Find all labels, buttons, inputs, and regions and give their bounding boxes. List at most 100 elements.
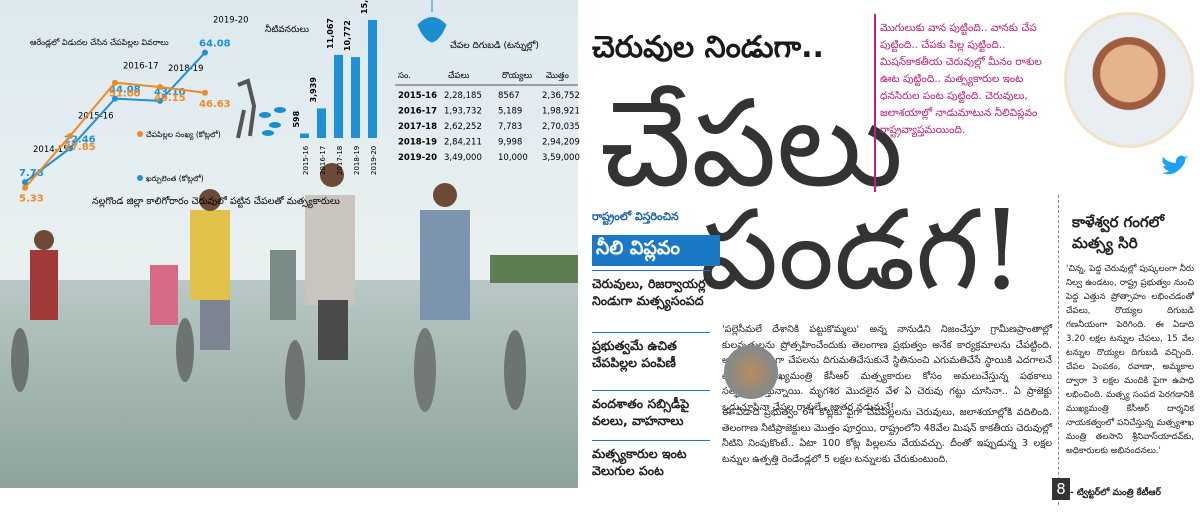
value-label: 598 — [292, 110, 301, 127]
headline-kicker: చెరువుల నిండుగా.. — [592, 30, 824, 65]
table-cell: 2,84,211 — [444, 138, 482, 148]
point — [67, 145, 73, 152]
sidebar-item: వందశాతం సబ్సిడీపై వలలు, వాహనాలు — [592, 390, 710, 429]
table-cell: 2,94,209 — [542, 138, 580, 148]
bar — [351, 57, 360, 138]
bar-chart: నీటివనరులు 598 2015-16 3,939 2016-17 11,067 20… — [265, 0, 378, 175]
table-cell: 7,783 — [498, 122, 522, 132]
value-label: 49.15 — [154, 93, 186, 104]
table-cell: 3,59,000 — [542, 153, 580, 163]
legend-label: ఖర్చులెంత (కోట్లలో) — [146, 174, 204, 184]
legend-swatch — [137, 131, 143, 137]
twitter-icon — [1162, 155, 1188, 175]
point — [112, 79, 118, 86]
tweet-title: కాళేశ్వర గంగలో మత్స్య సిరి — [1072, 213, 1165, 252]
x-label: 2019-20 — [370, 146, 378, 175]
table-header: మొత్తం — [546, 71, 570, 81]
value-label: 27.85 — [64, 142, 96, 153]
value-label: 43.10 — [154, 87, 186, 98]
table-cell: 2016-17 — [398, 107, 437, 117]
table-cell: 5,189 — [498, 107, 522, 117]
value-label: 5.33 — [19, 194, 44, 205]
table-cell: 2,62,252 — [444, 122, 482, 132]
headline-line1: చేపలు — [600, 75, 904, 214]
bar — [334, 54, 343, 139]
table-header: సం. — [398, 71, 411, 81]
sidebar-item: మత్స్యకారుల ఇంట వెలుగుల పంట — [592, 440, 710, 479]
tweet-text: 'చిన్న, పెద్ద చెరువుల్లో పుష్కలంగా నీరు … — [1066, 264, 1194, 456]
trees — [490, 255, 578, 283]
point — [22, 184, 28, 191]
x-label: 2015-16 — [302, 145, 310, 175]
value-label: 22.46 — [64, 134, 96, 145]
table-cell: 9,998 — [498, 138, 522, 148]
table-cell: 2017-18 — [398, 122, 437, 132]
point — [202, 49, 208, 56]
man-icon — [236, 78, 257, 139]
value-label: 64.08 — [199, 39, 231, 50]
body-paragraph: ఈ ఏడాది ప్రభుత్వం 64 కోట్లకు పైగా చేపపిల… — [722, 407, 1052, 465]
value-label: 3,939 — [309, 77, 318, 103]
column-rule — [1058, 195, 1060, 505]
point — [112, 95, 118, 102]
chart-title: నీటివనరులు — [265, 23, 309, 35]
x-label: 2019-20 — [213, 16, 249, 26]
value-label: 46.63 — [199, 99, 231, 110]
yield-table: చేపల దిగుబడి (టన్నుల్లో) సం. చేపలు రొయ్యలు మ… — [395, 39, 580, 163]
intro-rule — [874, 14, 1056, 192]
value-label: 10,772 — [343, 20, 352, 51]
x-label: 2018-19 — [353, 146, 361, 175]
sidebar-item: ప్రభుత్వమే ఉచిత చేపపిల్లల పంపిణీ — [592, 332, 710, 371]
x-label: 2016-17 — [123, 62, 159, 72]
value-label: 44.08 — [109, 85, 141, 96]
table-cell: 1,93,732 — [444, 107, 482, 117]
x-label: 2016-17 — [319, 146, 327, 175]
point — [22, 179, 28, 186]
table-cell: 8567 — [498, 91, 520, 101]
bar — [368, 20, 377, 138]
table-header: చేపలు — [448, 70, 470, 81]
inset-photo — [724, 345, 778, 399]
x-label: 2017-18 — [336, 146, 344, 175]
sidebar-title: నీలి విప్లవం — [592, 235, 720, 266]
x-label: 2018-19 — [168, 64, 204, 74]
table-cell: 3,49,000 — [444, 153, 482, 163]
point — [202, 89, 208, 96]
value-label: 7.78 — [19, 168, 44, 179]
legend-label: చేపపిల్లల సంఖ్య (కోట్లలో) — [146, 130, 221, 140]
bar — [300, 133, 309, 138]
table-cell: 2,70,035 — [542, 122, 580, 132]
point — [157, 97, 163, 104]
fish-icon — [417, 0, 447, 43]
value-label: 11,067 — [326, 18, 335, 49]
intro: మొగులుకు వాన పుట్టింది.. వానకు చేప పుట్ట… — [880, 22, 1042, 136]
sidebar-kicker: రాష్ట్రంలో విస్తరించిన — [592, 210, 679, 223]
table-cell: 2,28,185 — [444, 91, 482, 101]
point — [67, 132, 73, 139]
table-title: చేపల దిగుబడి (టన్నుల్లో) — [450, 39, 539, 52]
chart-title: ఆరేండ్లలో విడుదల చేసిన చేపపిల్లల వివరాలు — [30, 38, 169, 48]
bar — [317, 108, 326, 138]
value-label: 15,715 — [360, 0, 369, 14]
x-label: 2014-15 — [33, 145, 69, 155]
table-cell: 2018-19 — [398, 138, 437, 148]
fishermen — [11, 163, 526, 420]
line-chart: ఆరేండ్లలో విడుదల చేసిన చేపపిల్లల వివరాలు… — [19, 16, 249, 205]
tweet-source: - ట్విట్టర్‌లో మంత్రి కేటీఆర్ — [1070, 488, 1161, 498]
page-number: 8 — [1052, 478, 1070, 500]
portrait — [1064, 12, 1194, 148]
headline-line2: పండగ! — [700, 186, 1024, 314]
fish-icons — [259, 107, 286, 136]
table-cell: 2,36,752 — [542, 91, 580, 101]
point — [157, 83, 163, 90]
table-cell: 1,98,921 — [542, 107, 580, 117]
table-cell: 2015-16 — [398, 91, 437, 101]
table-header: రొయ్యలు — [502, 71, 532, 82]
table-cell: 2019-20 — [398, 153, 437, 163]
infographic: ఆరేండ్లలో విడుదల చేసిన చేపపిల్లల వివరాలు… — [0, 0, 580, 488]
legend-swatch — [137, 175, 143, 181]
sidebar-item: చెరువులు, రిజర్వాయర్ల నిండుగా మత్స్యసంపద — [592, 270, 710, 309]
table-cell: 10,000 — [498, 153, 528, 163]
value-label: 51.00 — [109, 89, 141, 100]
